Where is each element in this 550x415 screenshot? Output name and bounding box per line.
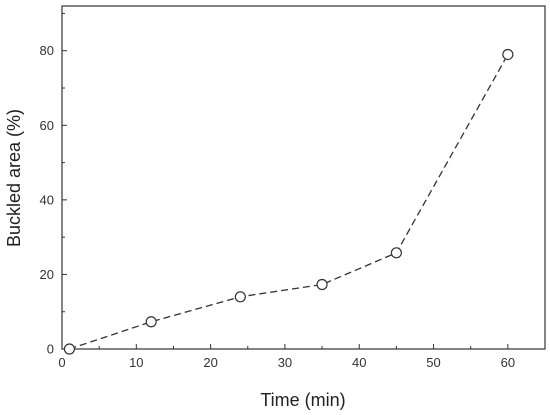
x-tick-label: 60 bbox=[501, 355, 515, 370]
x-axis-label: Time (min) bbox=[260, 390, 345, 410]
x-tick-label: 30 bbox=[278, 355, 292, 370]
y-tick-label: 0 bbox=[47, 342, 54, 357]
data-point-marker bbox=[316, 278, 328, 291]
x-tick-label: 50 bbox=[426, 355, 440, 370]
y-tick-label: 20 bbox=[40, 267, 54, 282]
y-tick-label: 80 bbox=[40, 43, 54, 58]
data-point-marker bbox=[63, 343, 76, 355]
x-tick-label: 20 bbox=[203, 355, 217, 370]
y-tick-label: 40 bbox=[40, 192, 54, 207]
x-tick-label: 40 bbox=[352, 355, 366, 370]
data-point-marker bbox=[234, 291, 246, 303]
y-tick-label: 60 bbox=[40, 118, 54, 133]
series-layer bbox=[63, 48, 514, 355]
data-point-marker bbox=[145, 316, 157, 328]
data-point-marker bbox=[390, 247, 402, 259]
series-line bbox=[69, 54, 509, 350]
x-tick-label: 0 bbox=[58, 355, 65, 370]
x-tick-label: 10 bbox=[129, 355, 143, 370]
y-axis-label: Buckled area (%) bbox=[4, 109, 24, 247]
y-axis: 0 20 40 60 80 bbox=[40, 12, 67, 357]
plot-frame bbox=[61, 5, 546, 350]
x-axis: 0 10 20 30 40 50 60 bbox=[58, 344, 515, 370]
data-point-marker bbox=[502, 48, 514, 61]
